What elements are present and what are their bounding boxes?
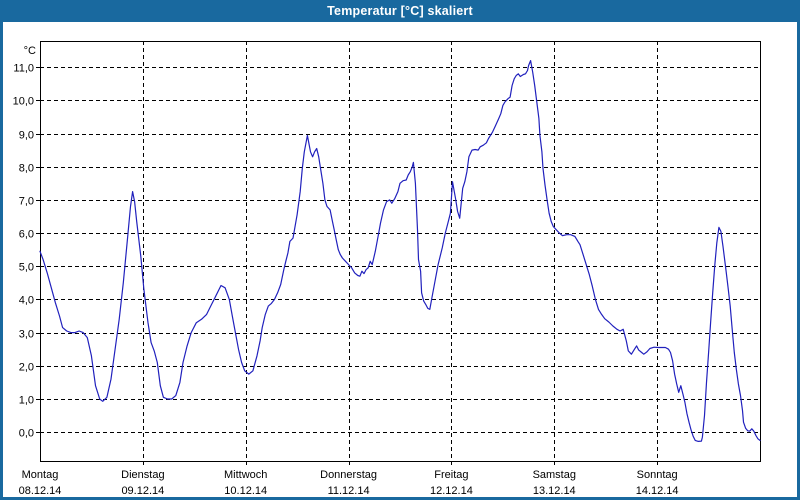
x-axis-day-label: Donnerstag bbox=[320, 469, 377, 481]
y-axis-label: 1,0 bbox=[19, 395, 34, 407]
x-axis-date-label: 11.12.14 bbox=[328, 485, 370, 497]
y-axis-label: 10,0 bbox=[13, 96, 34, 108]
x-axis-date-label: 14.12.14 bbox=[636, 485, 679, 497]
x-axis-date-label: 12.12.14 bbox=[430, 485, 473, 497]
x-axis-day-label: Dienstag bbox=[121, 469, 164, 481]
plot-border bbox=[40, 41, 761, 462]
y-axis-label: 7,0 bbox=[19, 196, 34, 208]
window-title: Temperatur [°C] skaliert bbox=[327, 4, 473, 18]
temperature-line bbox=[39, 59, 761, 442]
y-axis-label: 11,0 bbox=[13, 63, 34, 75]
x-axis-day-label: Mittwoch bbox=[224, 469, 267, 481]
x-axis-date-label: 09.12.14 bbox=[121, 485, 164, 497]
y-axis-label: 6,0 bbox=[19, 229, 34, 241]
y-axis-label: 9,0 bbox=[19, 130, 34, 142]
y-axis-label: 4,0 bbox=[19, 295, 34, 307]
temperature-chart: 0,0 1,0 2,0 3,0 4,0 5,0 6,0 7,0 8,0 9,0 10,0 11,0 °C… bbox=[13, 41, 761, 497]
x-axis-day-label: Montag bbox=[22, 469, 59, 481]
y-axis-unit-label: °C bbox=[24, 45, 36, 57]
x-axis-date-label: 13.12.14 bbox=[533, 485, 576, 497]
x-axis-date-label: 10.12.14 bbox=[224, 485, 267, 497]
x-axis-day-label: Sonntag bbox=[637, 469, 678, 481]
y-axis-label: 2,0 bbox=[19, 362, 34, 374]
x-axis-day-label: Samstag bbox=[533, 469, 576, 481]
y-axis-label: 0,0 bbox=[19, 428, 34, 440]
chart-area: 0,0 1,0 2,0 3,0 4,0 5,0 6,0 7,0 8,0 9,0 10,0 11,0 °C… bbox=[3, 22, 797, 497]
x-axis-date-label: 08.12.14 bbox=[19, 485, 62, 497]
y-axis-label: 3,0 bbox=[19, 329, 34, 341]
y-axis-label: 8,0 bbox=[19, 163, 34, 175]
y-axis-label: 5,0 bbox=[19, 262, 34, 274]
title-bar[interactable]: Temperatur [°C] skaliert bbox=[3, 3, 797, 22]
x-axis-day-label: Freitag bbox=[434, 469, 468, 481]
